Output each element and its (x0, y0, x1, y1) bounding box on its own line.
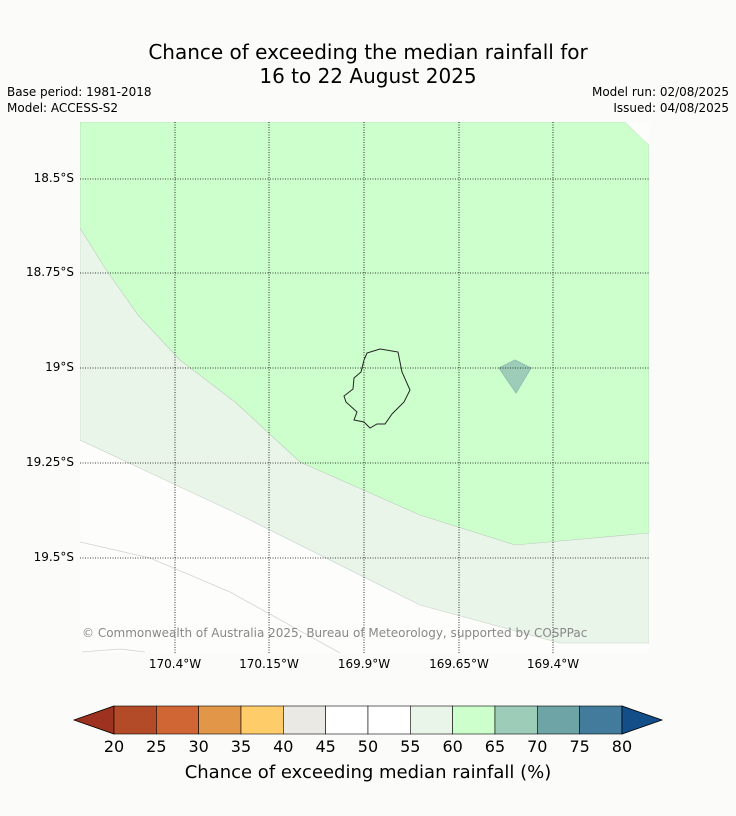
map-title-line2: 16 to 22 August 2025 (259, 64, 477, 88)
colorbar-tick-label: 60 (442, 737, 463, 756)
colorbar-tick-label: 80 (611, 737, 633, 756)
colorbar-segment (283, 705, 326, 735)
colorbar-segment (325, 705, 369, 735)
issued-date: Issued: 04/08/2025 (613, 101, 729, 115)
copyright-notice: © Commonwealth of Australia 2025, Bureau… (82, 626, 588, 640)
colorbar-tick-label: 50 (357, 737, 379, 756)
latitude-label: 18.75°S (26, 265, 74, 279)
rainfall-map (80, 122, 649, 653)
band-50-55-corner (625, 122, 649, 145)
longitude-label: 169.9°W (337, 657, 391, 671)
colorbar-extend-high (621, 705, 664, 735)
colorbar-tick-label: 30 (188, 737, 209, 756)
colorbar-tick-label: 40 (273, 737, 294, 756)
band-60-65 (80, 122, 649, 546)
colorbar-segment (198, 705, 242, 735)
latitude-label: 18.5°S (33, 171, 74, 185)
colorbar-tick-label: 35 (230, 737, 252, 756)
longitude-label: 170.15°W (239, 657, 299, 671)
colorbar-segment (579, 705, 623, 735)
colorbar-tick-label: 75 (569, 737, 590, 756)
model-name: Model: ACCESS-S2 (7, 101, 119, 115)
colorbar-segment (452, 705, 496, 735)
colorbar-tick-label: 20 (103, 737, 125, 756)
colorbar-tick-label: 55 (400, 737, 421, 756)
longitude-label: 169.65°W (429, 657, 489, 671)
colorbar-segment (536, 705, 580, 735)
latitude-label: 19°S (45, 360, 74, 374)
longitude-label: 169.4°W (526, 657, 580, 671)
model-run: Model run: 02/08/2025 (591, 85, 729, 99)
colorbar-tick-label: 70 (527, 737, 548, 756)
map-title-line1: Chance of exceeding the median rainfall … (148, 40, 588, 64)
colorbar-segment (367, 705, 411, 735)
colorbar-segment (156, 705, 199, 735)
graticule (80, 122, 649, 653)
latitude-label: 19.5°S (33, 550, 74, 564)
base-period: Base period: 1981-2018 (7, 85, 152, 99)
latitude-label: 19.25°S (26, 455, 74, 469)
colorbar-segment (240, 705, 284, 735)
colorbar-label: Chance of exceeding median rainfall (%) (184, 762, 552, 783)
contour-line (80, 541, 341, 653)
colorbar-segment (410, 705, 453, 735)
colorbar-segment (113, 705, 157, 735)
niue-coastline (343, 348, 411, 429)
colorbar-segment (494, 705, 538, 735)
contour-line-2 (81, 648, 146, 653)
colorbar-tick-label: 65 (484, 737, 506, 756)
colorbar-extend-low (72, 705, 115, 735)
colorbar-tick-label: 45 (315, 737, 336, 756)
longitude-label: 170.4°W (148, 657, 202, 671)
colorbar-tick-label: 25 (146, 737, 167, 756)
